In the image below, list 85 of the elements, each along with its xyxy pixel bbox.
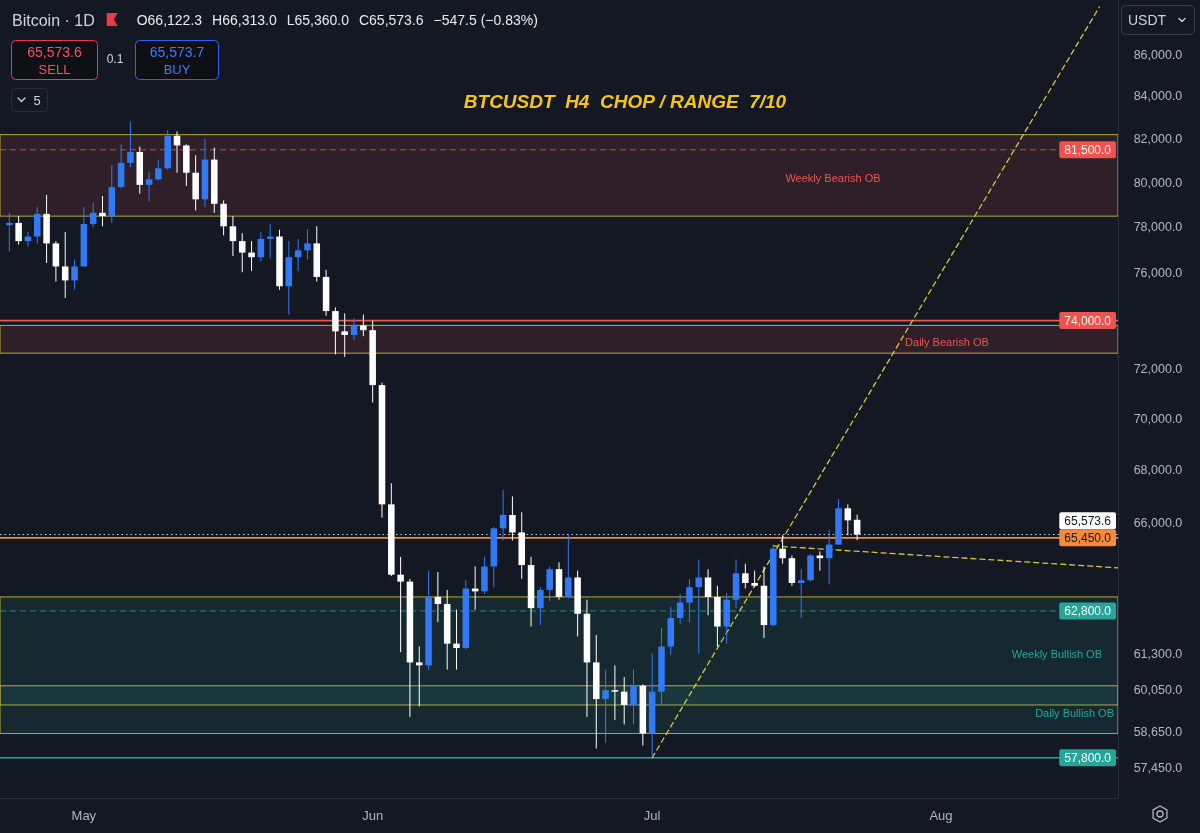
sell-button: 65,573.6 SELL [11, 40, 98, 80]
candlestick [779, 534, 786, 565]
candlestick [816, 550, 824, 572]
annotation: −547.5 (−0.83%) [433, 12, 538, 28]
y-tick-label: 76,000.0 [1133, 266, 1183, 281]
candlestick [453, 609, 460, 671]
candlestick [350, 317, 358, 341]
annotation: 0.1 [106, 52, 124, 66]
candlestick [61, 231, 69, 299]
candlestick [332, 306, 339, 355]
y-tick-label: 78,000.0 [1133, 220, 1183, 235]
candlestick [155, 159, 162, 181]
x-tick-label: Jul [643, 807, 661, 823]
buy-button: 65,573.7 BUY [135, 40, 219, 80]
y-tick-label: 80,000.0 [1133, 175, 1183, 190]
annotation: 65,573.7 [149, 44, 205, 60]
candlestick [797, 568, 805, 619]
candlestick [499, 489, 507, 542]
ref-line-label: 65,450.0 [1064, 530, 1112, 545]
annotation: BUY [163, 61, 191, 77]
candlestick [145, 171, 153, 203]
ref-line-label: 62,800.0 [1064, 603, 1112, 618]
candlestick [360, 314, 367, 337]
candlestick [611, 664, 619, 721]
y-tick-label: 68,000.0 [1133, 463, 1183, 478]
candlestick [434, 571, 442, 623]
candlestick [704, 568, 712, 616]
candlestick [341, 312, 348, 358]
x-tick-label: Aug [929, 807, 953, 823]
candlestick [52, 240, 60, 283]
ref-line-label: 74,000.0 [1064, 313, 1112, 328]
y-tick-label: 72,000.0 [1133, 362, 1183, 377]
candlestick [415, 646, 423, 707]
annotation: C65,573.6 [358, 12, 424, 28]
band-label: Daily Bullish OB [1035, 706, 1114, 719]
candlestick [127, 121, 134, 168]
candlestick [537, 586, 544, 626]
y-tick-label: 60,050.0 [1133, 683, 1183, 698]
x-tick-label: Jun [362, 807, 384, 823]
text: BTCUSDT H4 CHOP / RANGE 7/10 [463, 90, 787, 112]
y-tick-label: 66,000.0 [1133, 516, 1183, 531]
candlestick [630, 669, 637, 725]
ref-line-label: 65,573.6 [1064, 513, 1112, 528]
candlestick [71, 258, 78, 291]
y-tick-label: 82,000.0 [1133, 131, 1183, 146]
annotation: O66,122.3 [136, 12, 203, 28]
ref-line-label: 57,800.0 [1064, 750, 1112, 765]
dropdown-button: USDT [1121, 5, 1195, 35]
ref-line-label: 81,500.0 [1064, 142, 1112, 157]
candlestick [397, 556, 404, 653]
candlestick [546, 565, 553, 602]
candlestick [304, 229, 311, 260]
candlestick [220, 199, 227, 236]
candlestick [565, 534, 572, 599]
band-label: Weekly Bullish OB [1011, 647, 1102, 660]
band-label: Daily Bearish OB [905, 336, 989, 349]
candlestick [686, 578, 693, 623]
candlestick [6, 212, 13, 252]
candlestick [620, 676, 628, 725]
candlestick [742, 563, 749, 590]
candlestick [695, 559, 703, 655]
candlestick [248, 240, 255, 272]
annotation: Bitcoin · 1D [12, 11, 95, 29]
candlestick [229, 215, 237, 257]
y-tick-label: 57,450.0 [1133, 761, 1183, 776]
candlestick [34, 206, 41, 244]
candlestick [15, 215, 22, 246]
y-tick-label: 61,300.0 [1133, 646, 1183, 661]
candlestick [99, 195, 106, 227]
y-tick-label: 58,650.0 [1133, 724, 1183, 739]
band-label: Weekly Bearish OB [785, 172, 881, 185]
annotation: SELL [38, 61, 71, 77]
candlestick [602, 669, 609, 744]
y-tick-label: 86,000.0 [1133, 47, 1183, 62]
candlestick [257, 231, 265, 263]
dropdown-button: 5 [11, 88, 48, 112]
annotation: 5 [33, 92, 41, 108]
candlestick [238, 232, 246, 273]
x-tick-label: May [71, 807, 97, 823]
annotation: 65,573.6 [27, 44, 82, 60]
annotation: L65,360.0 [286, 12, 350, 28]
annotation: H66,313.0 [212, 12, 277, 28]
y-tick-label: 70,000.0 [1133, 411, 1183, 426]
candlestick [294, 238, 302, 272]
y-tick-label: 84,000.0 [1133, 89, 1183, 104]
